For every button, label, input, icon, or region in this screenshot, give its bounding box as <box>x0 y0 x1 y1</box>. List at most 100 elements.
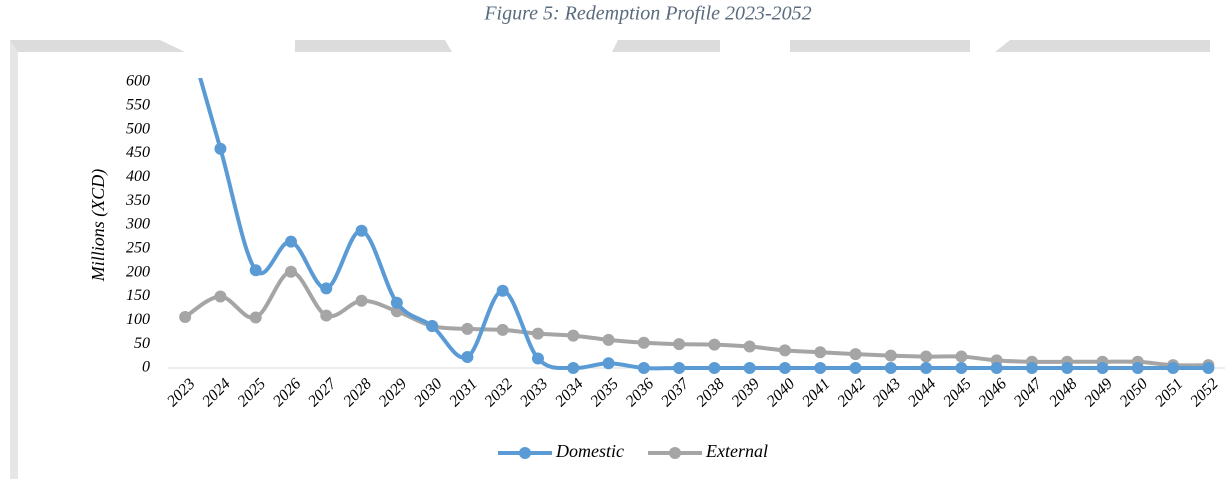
x-tick-label: 2049 <box>1081 375 1116 410</box>
y-tick-label: 600 <box>126 73 150 90</box>
x-tick-label: 2045 <box>940 375 975 410</box>
x-tick-label: 2025 <box>234 375 269 410</box>
marker <box>179 310 192 323</box>
y-tick-label: 150 <box>126 287 150 304</box>
y-axis-label: Millions (XCD) <box>88 169 109 283</box>
x-tick-label: 2032 <box>481 375 516 410</box>
y-tick-label: 500 <box>126 120 150 137</box>
y-tick-label: 350 <box>125 192 150 209</box>
x-tick-label: 2051 <box>1152 375 1187 410</box>
marker <box>778 362 791 374</box>
legend-marker <box>519 447 531 459</box>
marker <box>849 362 862 374</box>
marker <box>1061 362 1074 374</box>
marker <box>531 352 544 365</box>
marker <box>955 362 968 374</box>
marker <box>1202 362 1215 374</box>
marker <box>1096 362 1109 374</box>
x-tick-label: 2047 <box>1011 375 1046 410</box>
marker <box>814 346 827 359</box>
marker <box>708 362 721 374</box>
marker <box>320 282 333 295</box>
x-tick-label: 2023 <box>164 375 199 410</box>
legend-label: External <box>705 441 768 461</box>
x-tick-label: 2026 <box>270 375 305 410</box>
x-tick-label: 2027 <box>305 375 340 410</box>
marker <box>496 323 509 336</box>
marker <box>708 338 721 351</box>
marker <box>637 362 650 374</box>
marker <box>778 344 791 357</box>
x-tick-label: 2046 <box>975 375 1010 410</box>
marker <box>743 340 756 353</box>
marker <box>496 284 509 297</box>
marker <box>673 362 686 374</box>
marker <box>461 351 474 364</box>
marker <box>1131 362 1144 374</box>
marker <box>920 350 933 363</box>
marker <box>320 309 333 322</box>
x-tick-label: 2030 <box>411 375 446 410</box>
marker <box>673 338 686 351</box>
x-tick-label: 2050 <box>1117 375 1152 410</box>
legend-marker <box>668 447 681 459</box>
x-tick-label: 2048 <box>1046 375 1081 410</box>
marker <box>920 362 933 374</box>
marker <box>567 329 580 342</box>
x-tick-label: 2035 <box>587 375 622 410</box>
marker <box>284 235 297 248</box>
y-tick-label: 550 <box>126 97 150 114</box>
x-tick-label: 2040 <box>764 375 799 410</box>
y-tick-label: 250 <box>126 240 150 257</box>
marker <box>355 224 368 237</box>
x-tick-label: 2037 <box>658 375 693 410</box>
marker <box>814 362 827 374</box>
y-tick-label: 400 <box>126 168 150 185</box>
marker <box>249 311 262 324</box>
x-tick-label: 2034 <box>552 375 587 410</box>
chart-title: Figure 5: Redemption Profile 2023-2052 <box>483 3 811 25</box>
marker <box>531 327 544 340</box>
x-tick-label: 2028 <box>340 375 375 410</box>
marker <box>849 348 862 361</box>
x-tick-label: 2041 <box>799 375 834 410</box>
legend-label: Domestic <box>555 441 624 461</box>
marker <box>637 336 650 349</box>
marker <box>426 320 439 333</box>
marker <box>884 362 897 374</box>
x-tick-label: 2036 <box>623 375 658 410</box>
marker <box>390 296 403 309</box>
x-tick-label: 2039 <box>728 375 763 410</box>
marker <box>955 350 968 363</box>
y-tick-label: 0 <box>142 359 150 376</box>
marker <box>990 362 1003 374</box>
y-tick-label: 300 <box>125 216 150 233</box>
marker <box>567 362 580 374</box>
background-decoration <box>10 40 1210 479</box>
marker <box>461 322 474 335</box>
marker <box>179 19 191 31</box>
marker <box>884 349 897 362</box>
marker <box>284 265 297 278</box>
x-tick-label: 2033 <box>517 375 552 410</box>
marker <box>355 294 368 307</box>
x-tick-label: 2024 <box>199 375 234 410</box>
x-tick-label: 2044 <box>905 375 940 410</box>
marker <box>214 142 227 155</box>
marker <box>214 290 227 303</box>
plot-area <box>179 19 1215 374</box>
x-tick-label: 2043 <box>870 375 905 410</box>
marker <box>249 264 262 277</box>
line <box>198 78 1209 371</box>
marker <box>743 362 756 374</box>
x-tick-label: 2029 <box>376 375 411 410</box>
y-tick-label: 50 <box>134 335 150 352</box>
x-tick-label: 2042 <box>834 375 869 410</box>
y-tick-label: 200 <box>126 263 150 280</box>
marker <box>602 333 615 346</box>
x-tick-label: 2031 <box>446 375 481 410</box>
marker <box>1025 362 1038 374</box>
x-tick-label: 2038 <box>693 375 728 410</box>
x-tick-label: 2052 <box>1187 375 1222 410</box>
